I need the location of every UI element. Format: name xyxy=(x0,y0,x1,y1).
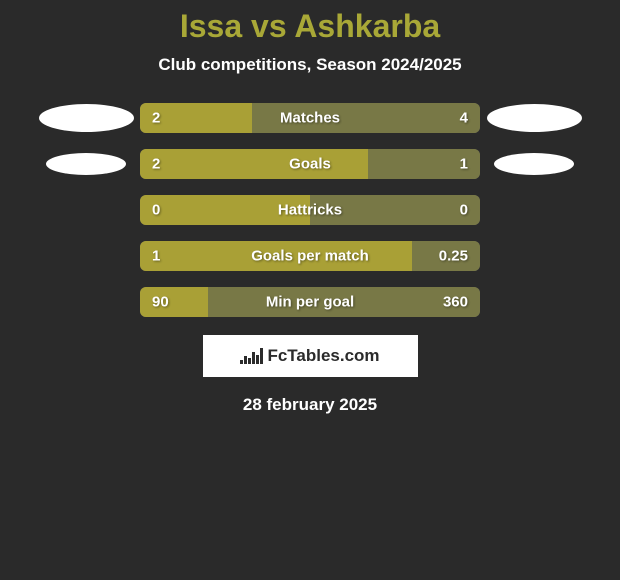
left-value: 90 xyxy=(152,294,169,311)
stat-label: Matches xyxy=(280,110,340,127)
right-value: 360 xyxy=(443,294,468,311)
stat-bar: 90 360 Min per goal xyxy=(140,287,480,317)
stat-row: 2 1 Goals xyxy=(0,149,620,179)
stat-bar: 2 1 Goals xyxy=(140,149,480,179)
stat-row: 1 0.25 Goals per match xyxy=(0,241,620,271)
left-value: 2 xyxy=(152,110,160,127)
right-value: 0 xyxy=(460,202,468,219)
stat-bar: 2 4 Matches xyxy=(140,103,480,133)
stat-bar: 0 0 Hattricks xyxy=(140,195,480,225)
page-title: Issa vs Ashkarba xyxy=(0,8,620,45)
comparison-card: Issa vs Ashkarba Club competitions, Seas… xyxy=(0,0,620,415)
right-value: 4 xyxy=(460,110,468,127)
stat-label: Goals xyxy=(289,156,331,173)
right-badge xyxy=(484,104,584,132)
left-badge xyxy=(36,153,136,175)
bar-left-fill xyxy=(140,149,368,179)
stat-row: 2 4 Matches xyxy=(0,103,620,133)
stat-label: Min per goal xyxy=(266,294,354,311)
bars-icon xyxy=(240,348,263,364)
left-badge xyxy=(36,104,136,132)
left-value: 1 xyxy=(152,248,160,265)
stat-row: 90 360 Min per goal xyxy=(0,287,620,317)
bar-left-fill xyxy=(140,287,208,317)
right-badge xyxy=(484,153,584,175)
left-value: 2 xyxy=(152,156,160,173)
stat-label: Goals per match xyxy=(251,248,369,265)
brand-text: FcTables.com xyxy=(267,346,379,366)
stat-rows: 2 4 Matches 2 1 Goals 0 0 Hattricks 1 0.25 Goals pe… xyxy=(0,103,620,317)
brand-logo: FcTables.com xyxy=(203,335,418,377)
left-value: 0 xyxy=(152,202,160,219)
footer-date: 28 february 2025 xyxy=(0,395,620,415)
stat-bar: 1 0.25 Goals per match xyxy=(140,241,480,271)
stat-label: Hattricks xyxy=(278,202,342,219)
right-value: 0.25 xyxy=(439,248,468,265)
right-value: 1 xyxy=(460,156,468,173)
subtitle: Club competitions, Season 2024/2025 xyxy=(0,55,620,75)
stat-row: 0 0 Hattricks xyxy=(0,195,620,225)
